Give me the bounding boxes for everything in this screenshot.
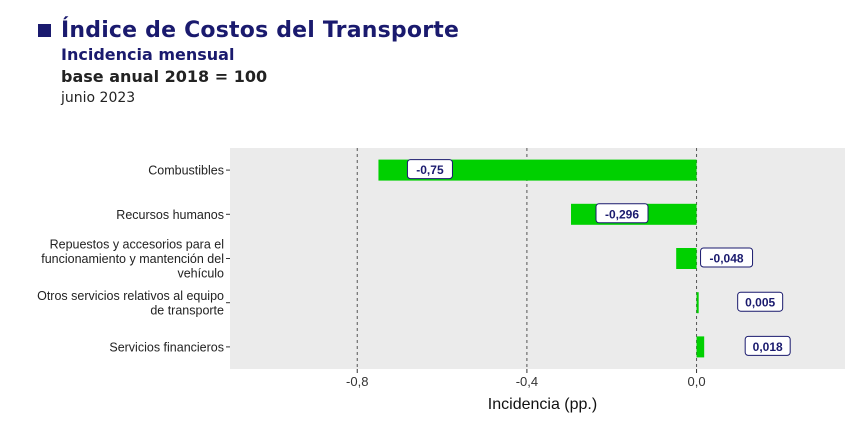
data-label: 0,018: [753, 340, 783, 354]
bar: [676, 248, 697, 269]
data-label-box: [406, 159, 453, 180]
data-label-box: [595, 203, 649, 224]
category-label: Recursos humanos: [116, 208, 224, 222]
chart-subtitle: Incidencia mensual: [61, 45, 235, 64]
data-label-box: [737, 291, 784, 312]
data-label: -0,75: [416, 163, 444, 177]
category-label: Combustibles: [148, 164, 224, 178]
bar: [696, 292, 699, 314]
chart-period: junio 2023: [61, 90, 136, 106]
data-label: -0,048: [710, 252, 744, 266]
chart-base: base anual 2018 = 100: [61, 67, 268, 86]
data-label: 0,005: [745, 296, 775, 310]
x-tick-label: 0,0: [688, 374, 706, 389]
data-label-box: [744, 335, 791, 356]
title-row: Índice de Costos del Transporte: [38, 18, 459, 43]
bar: [696, 336, 705, 358]
bar: [378, 159, 697, 181]
x-axis-label: Incidencia (pp.): [488, 396, 597, 413]
title-bullet-icon: [38, 24, 51, 37]
title-block: Índice de Costos del Transporte Incidenc…: [38, 18, 459, 106]
data-label-box: [700, 247, 754, 268]
category-label: vehículo: [177, 267, 224, 281]
data-label: -0,296: [605, 207, 639, 221]
x-tick-label: -0,4: [516, 374, 538, 389]
category-label: Repuestos y accesorios para el: [50, 238, 224, 252]
category-label: de transporte: [150, 303, 224, 317]
category-label: funcionamiento y mantención del: [41, 252, 224, 266]
category-label: Servicios financieros: [109, 340, 224, 354]
category-label: Otros servicios relativos al equipo: [37, 289, 224, 303]
x-tick-label: -0,8: [346, 374, 368, 389]
chart-title: Índice de Costos del Transporte: [61, 18, 460, 43]
